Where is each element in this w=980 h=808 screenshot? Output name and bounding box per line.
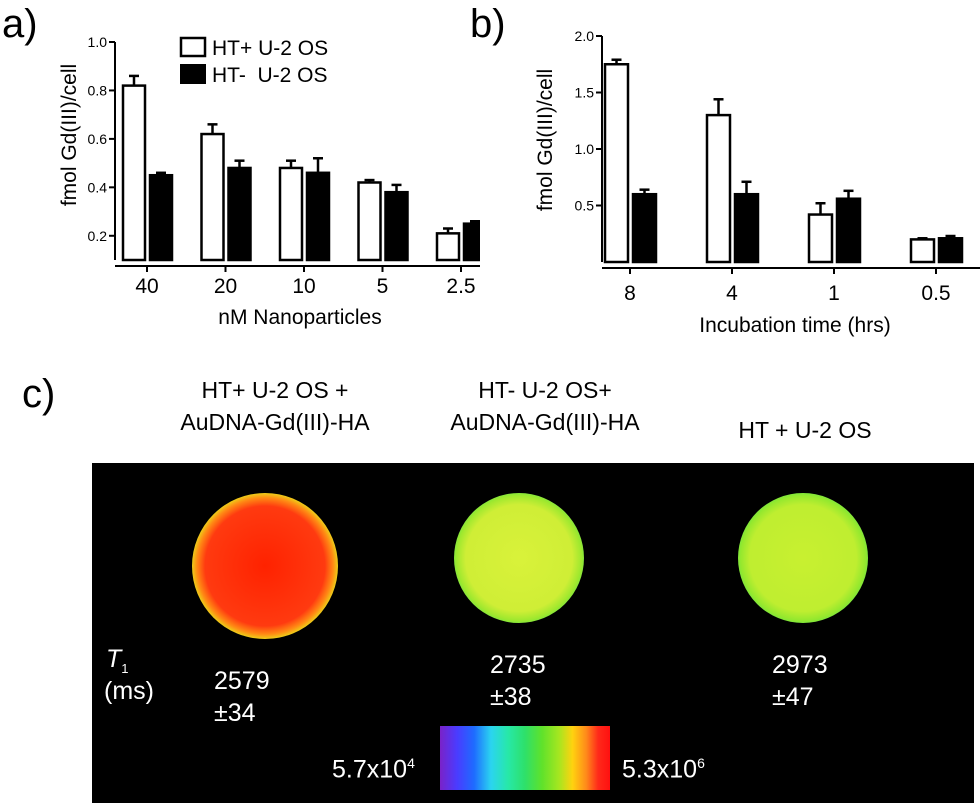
legend-label-open: HT+ U-2 OS [212, 37, 328, 60]
sample-well-2 [454, 493, 584, 623]
x-tick-label: 2.5 [446, 275, 475, 298]
caption-line: HT- U-2 OS+ [478, 377, 612, 403]
x-tick-label: 20 [214, 275, 237, 298]
legend-swatch-filled [180, 64, 206, 84]
bar [937, 237, 964, 264]
chart-a: 0.2 0.4 0.6 0.8 1.0 40 20 10 5 2.5 fmol Gd(III)/c… [58, 34, 480, 329]
mri-caption-2: HT- U-2 OS+ AuDNA-Gd(III)-HA [410, 374, 680, 438]
y-axis-label: fmol Gd(III)/cell [58, 64, 81, 206]
bar [807, 213, 834, 264]
colorbar-min-base: 5.7x10 [332, 755, 408, 784]
y-tick-label: 0.8 [88, 82, 108, 98]
y-tick-label: 1.0 [88, 34, 108, 50]
bar [733, 192, 760, 264]
bar [909, 238, 936, 264]
bar [631, 192, 658, 264]
x-tick-label: 0.5 [921, 282, 950, 305]
bar [200, 132, 225, 262]
y-tick-label: 2.0 [575, 28, 595, 44]
x-tick-label: 10 [292, 275, 315, 298]
y-tick-label: 1.5 [575, 85, 595, 101]
chart-b: 0.5 1.0 1.5 2.0 8 4 1 0.5 fmol Gd(III)/cell Inc… [534, 28, 980, 337]
bar [278, 166, 304, 262]
panel-label-c: c) [22, 372, 56, 416]
colorbar-max-base: 5.3x10 [622, 755, 698, 784]
x-axis-label: Incubation time (hrs) [699, 314, 890, 337]
colorbar-max-label: 5.3x106 [622, 747, 705, 785]
t1-value-2: 2735 [490, 651, 546, 679]
caption-line: AuDNA-Gd(III)-HA [180, 409, 370, 435]
bar [148, 173, 174, 262]
caption-line: AuDNA-Gd(III)-HA [450, 409, 640, 435]
bar [357, 181, 382, 262]
t1-map-image: T1 (ms) 2579 ±34 2735 ±38 2973 ±47 5.7x1… [92, 463, 974, 803]
mri-caption-1: HT+ U-2 OS + AuDNA-Gd(III)-HA [140, 374, 410, 438]
bar [227, 166, 252, 262]
bar [835, 197, 862, 264]
bar [305, 171, 331, 262]
legend: HT+ U-2 OS HT- U-2 OS [179, 36, 328, 87]
bar [462, 222, 480, 262]
y-tick-label: 1.0 [575, 141, 595, 157]
bar [435, 232, 461, 262]
x-tick-label: 1 [828, 282, 840, 305]
legend-label-filled: HT- U-2 OS [212, 64, 328, 87]
x-tick-label: 8 [624, 282, 636, 305]
sample-well-1 [192, 493, 338, 639]
caption-line: HT + U-2 OS [738, 417, 872, 443]
bar [603, 63, 630, 264]
colorbar-min-label: 5.7x104 [332, 747, 415, 785]
caption-line: HT+ U-2 OS + [201, 377, 349, 403]
y-tick-label: 0.2 [88, 228, 108, 244]
y-tick-label: 0.4 [88, 179, 108, 195]
y-axis-label: fmol Gd(III)/cell [534, 69, 557, 211]
colorbar-max-exp: 6 [697, 755, 705, 771]
y-tick-label: 0.5 [575, 198, 595, 214]
t1-symbol: T [106, 645, 122, 673]
sample-well-3 [738, 493, 868, 623]
t1-error-3: ±47 [772, 683, 814, 711]
panel-label-a: a) [2, 2, 38, 46]
x-tick-label: 5 [377, 275, 389, 298]
colorbar [440, 726, 610, 790]
mri-caption-3: HT + U-2 OS [690, 414, 920, 446]
t1-label: T1 [106, 643, 129, 685]
y-tick-label: 0.6 [88, 131, 108, 147]
t1-error-1: ±34 [214, 699, 256, 727]
t1-error-2: ±38 [490, 683, 532, 711]
bar [705, 113, 732, 264]
x-tick-label: 40 [135, 275, 158, 298]
colorbar-min-exp: 4 [407, 755, 415, 771]
t1-unit: (ms) [104, 677, 154, 705]
t1-subscript: 1 [121, 661, 129, 676]
legend-swatch-open [179, 36, 207, 58]
panel-label-b: b) [470, 2, 506, 46]
x-tick-label: 4 [726, 282, 738, 305]
bar [384, 190, 409, 262]
t1-value-1: 2579 [214, 667, 270, 695]
bar [121, 84, 147, 262]
t1-value-3: 2973 [772, 651, 828, 679]
x-axis-label: nM Nanoparticles [218, 306, 381, 329]
